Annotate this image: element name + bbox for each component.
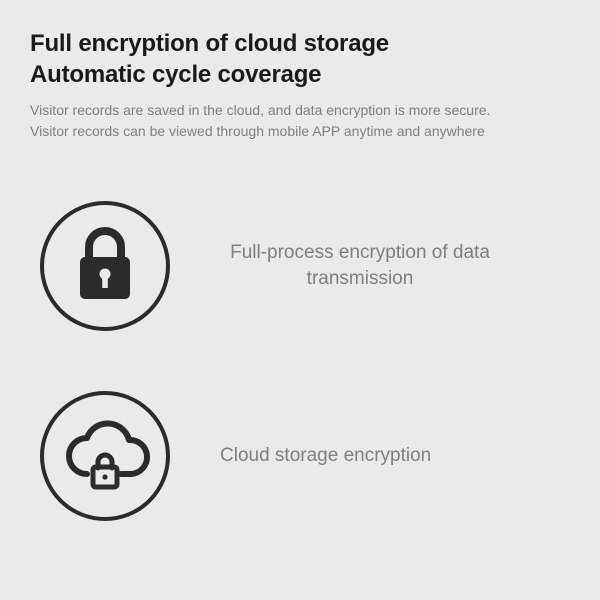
title-line-1: Full encryption of cloud storage — [30, 30, 389, 57]
feature-label: Cloud storage encryption — [220, 443, 431, 469]
lock-icon — [74, 227, 136, 305]
icon-circle — [40, 201, 170, 331]
page-subtitle: Visitor records are saved in the cloud, … — [30, 100, 510, 141]
title-line-2: Automatic cycle coverage — [30, 61, 321, 88]
feature-label: Full-process encryption of data transmis… — [220, 240, 500, 291]
icon-circle — [40, 391, 170, 521]
feature-list: Full-process encryption of data transmis… — [30, 201, 570, 521]
feature-row-cloud: Cloud storage encryption — [30, 391, 570, 521]
page-title: Full encryption of cloud storage Automat… — [30, 28, 570, 90]
cloud-lock-icon — [57, 418, 153, 494]
feature-row-encryption: Full-process encryption of data transmis… — [30, 201, 570, 331]
